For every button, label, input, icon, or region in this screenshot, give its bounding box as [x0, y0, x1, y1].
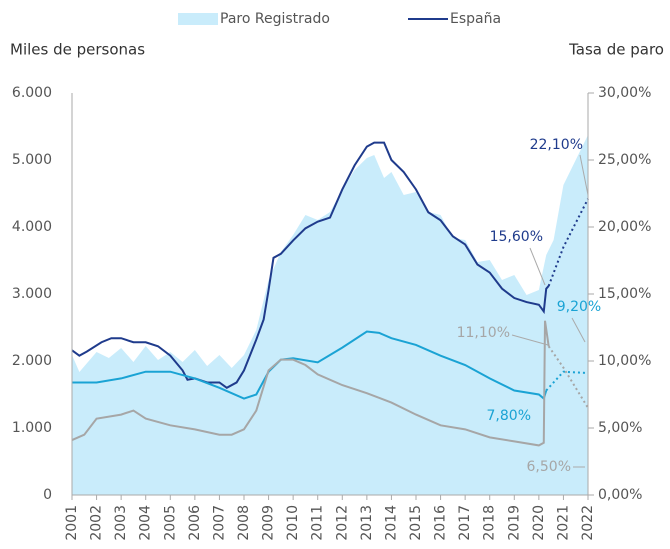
x-tick-label: 2002 — [89, 505, 105, 541]
y-tick-label: 1.000 — [12, 420, 52, 436]
projection-line — [545, 370, 589, 392]
y-tick-label: 5.000 — [12, 152, 52, 168]
y2-tick-label: 15,00% — [598, 286, 651, 302]
x-tick-label: 2011 — [310, 505, 326, 541]
y-tick-label: 0 — [43, 487, 52, 503]
x-tick-label: 2016 — [433, 505, 449, 541]
x-tick-label: 2008 — [236, 505, 252, 541]
legend-label: España — [450, 11, 501, 27]
annotation-leader — [511, 334, 549, 346]
x-tick-label: 2013 — [359, 505, 375, 541]
x-tick-label: 2022 — [580, 505, 596, 541]
annotation-leader — [571, 317, 586, 343]
projection-line — [547, 198, 589, 287]
x-tick-label: 2015 — [408, 505, 424, 541]
x-tick-label: 2007 — [211, 505, 227, 541]
y2-tick-label: 20,00% — [598, 219, 651, 235]
y2-tick-label: 30,00% — [598, 85, 651, 101]
y-tick-label: 6.000 — [12, 85, 52, 101]
line — [71, 141, 550, 389]
x-tick-label: 2006 — [187, 505, 203, 541]
y2-tick-label: 25,00% — [598, 152, 651, 168]
annotation: 6,50% — [527, 459, 571, 475]
x-tick-label: 2019 — [506, 505, 522, 541]
annotation: 22,10% — [530, 137, 583, 153]
y2-axis-label: Tasa de paro — [568, 41, 664, 59]
annotation-leader — [529, 247, 546, 286]
legend-swatch — [178, 13, 218, 25]
y2-tick-label: 5,00% — [598, 420, 642, 436]
x-tick-label: 2004 — [138, 505, 154, 541]
annotation: 9,20% — [557, 299, 601, 315]
x-tick-label: 2001 — [64, 505, 80, 541]
y2-tick-label: 0,00% — [598, 487, 642, 503]
y-tick-label: 4.000 — [12, 219, 52, 235]
annotation-leader — [579, 154, 589, 196]
x-tick-label: 2020 — [531, 505, 547, 541]
line — [71, 320, 550, 447]
x-tick-label: 2017 — [457, 505, 473, 541]
x-tick-label: 2014 — [383, 505, 399, 541]
x-tick-label: 2012 — [334, 505, 350, 541]
line — [72, 330, 548, 401]
y-tick-label: 2.000 — [12, 353, 52, 369]
x-tick-label: 2003 — [113, 505, 129, 541]
y-axis-label: Miles de personas — [10, 41, 145, 59]
annotation: 11,10% — [457, 325, 510, 341]
annotation: 15,60% — [490, 229, 543, 245]
legend-label: Paro Registrado — [220, 11, 330, 27]
y2-tick-label: 10,00% — [598, 353, 651, 369]
x-tick-label: 2018 — [482, 505, 498, 541]
area — [72, 135, 588, 495]
projection-line — [547, 345, 589, 409]
y-tick-label: 3.000 — [12, 286, 52, 302]
x-tick-label: 2005 — [162, 505, 178, 541]
x-tick-label: 2009 — [261, 505, 277, 541]
annotation: 7,80% — [487, 408, 531, 424]
x-tick-label: 2021 — [555, 505, 571, 541]
x-tick-label: 2010 — [285, 505, 301, 541]
